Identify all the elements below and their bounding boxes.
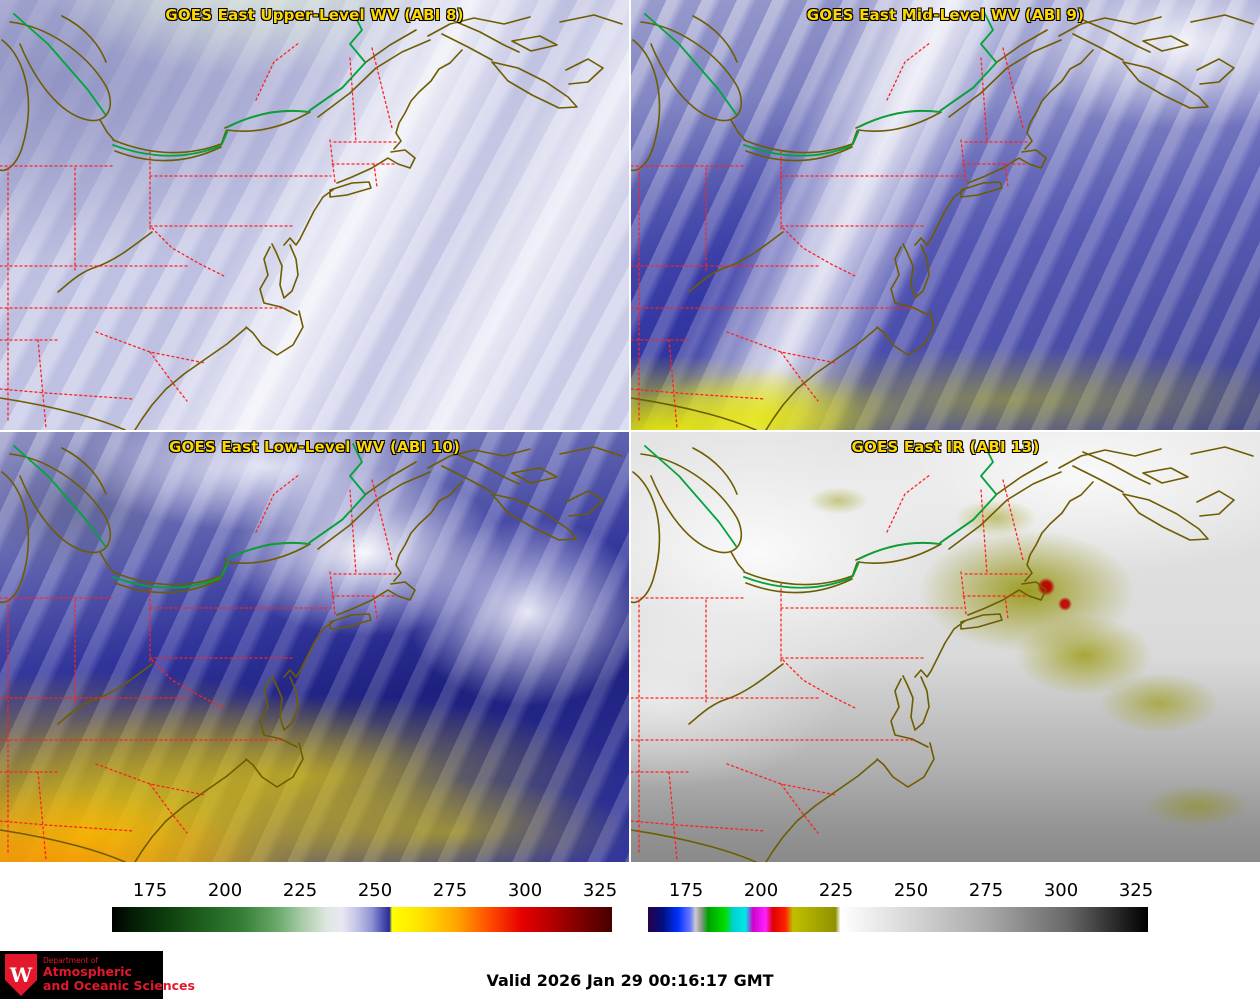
tick-label: 300	[507, 880, 543, 901]
panel-ir: GOES East IR (ABI 13)	[631, 432, 1260, 862]
wv-colorbar-gradient	[112, 907, 612, 932]
tick-label: 275	[432, 880, 468, 901]
crest-letter: W	[9, 963, 33, 987]
map-overlay	[0, 443, 623, 862]
tick-label: 300	[1043, 880, 1079, 901]
panel-title-abi8: GOES East Upper-Level WV (ABI 8)	[165, 6, 464, 24]
aos-logo-text: Department of Atmospheric and Oceanic Sc…	[43, 955, 195, 994]
tick-label: 250	[893, 880, 929, 901]
logo-oceanic-sciences: and Oceanic Sciences	[43, 978, 195, 994]
tick-label: 200	[207, 880, 243, 901]
tick-label: 250	[357, 880, 393, 901]
panel-title-abi10: GOES East Low-Level WV (ABI 10)	[168, 438, 461, 456]
logo-department-of: Department of	[43, 955, 98, 965]
panel-low-level-wv: GOES East Low-Level WV (ABI 10)	[0, 432, 629, 862]
tick-label: 275	[968, 880, 1004, 901]
tick-label: 325	[1118, 880, 1154, 901]
tick-label: 325	[582, 880, 618, 901]
ir-colorbar: 175 200 225 250 275 300 325	[648, 880, 1153, 932]
footer: W Department of Atmospheric and Oceanic …	[0, 940, 1260, 999]
panel-title-abi9: GOES East Mid-Level WV (ABI 9)	[806, 6, 1085, 24]
tick-label: 175	[668, 880, 704, 901]
panel-mid-level-wv: GOES East Mid-Level WV (ABI 9)	[631, 0, 1260, 430]
satellite-panel-grid: GOES East Upper-Level WV (ABI 8) GOES Ea…	[0, 0, 1260, 862]
panel-title-abi13: GOES East IR (ABI 13)	[851, 438, 1040, 456]
tick-label: 175	[132, 880, 168, 901]
wv-colorbar: 175 200 225 250 275 300 325	[112, 880, 617, 932]
wv-colorbar-ticks: 175 200 225 250 275 300 325	[112, 880, 617, 907]
map-overlay	[631, 443, 1254, 862]
valid-time: Valid 2026 Jan 29 00:16:17 GMT	[486, 971, 774, 990]
map-overlay	[631, 11, 1254, 430]
logo-atmospheric: Atmospheric	[43, 964, 132, 980]
tick-label: 200	[743, 880, 779, 901]
panel-upper-level-wv: GOES East Upper-Level WV (ABI 8)	[0, 0, 629, 430]
aos-logo: W Department of Atmospheric and Oceanic …	[0, 951, 195, 999]
map-overlay	[0, 11, 623, 430]
tick-label: 225	[282, 880, 318, 901]
ir-colorbar-ticks: 175 200 225 250 275 300 325	[648, 880, 1153, 907]
tick-label: 225	[818, 880, 854, 901]
ir-colorbar-gradient	[648, 907, 1148, 932]
colorbar-row: 175 200 225 250 275 300 325 175 200 225 …	[0, 862, 1260, 940]
